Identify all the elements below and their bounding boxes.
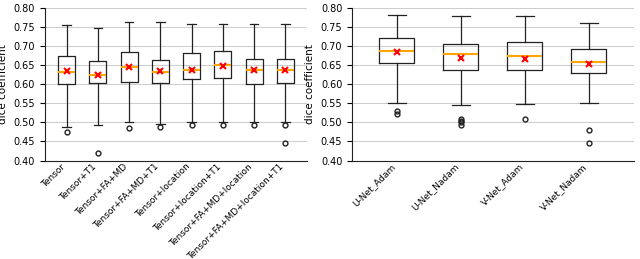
Y-axis label: dice coefficient: dice coefficient [0, 44, 8, 124]
Y-axis label: dice coefficient: dice coefficient [305, 44, 315, 124]
